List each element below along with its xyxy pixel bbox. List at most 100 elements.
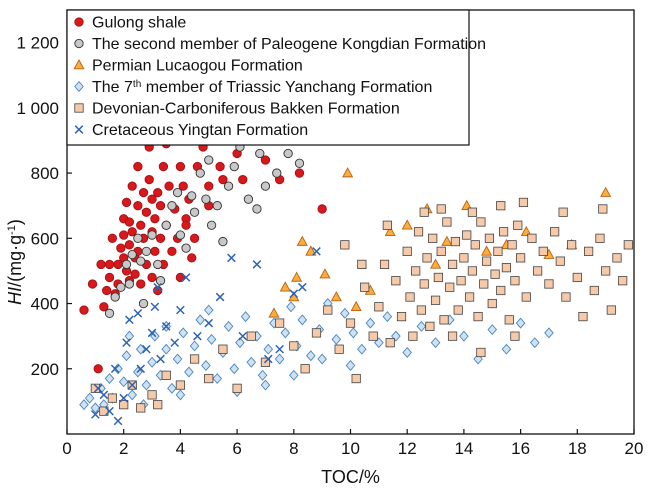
- y-tick-label: 600: [31, 229, 59, 248]
- data-point: [227, 253, 236, 263]
- data-point: [240, 311, 251, 323]
- data-point: [450, 236, 460, 247]
- legend-label: Devonian-Carboniferous Bakken Formation: [92, 101, 400, 118]
- data-point: [382, 311, 393, 323]
- data-point: [419, 207, 429, 217]
- data-point: [141, 207, 152, 217]
- data-point: [402, 246, 412, 256]
- data-point: [507, 240, 517, 250]
- data-point: [317, 204, 327, 214]
- data-point: [515, 317, 526, 329]
- data-point: [268, 307, 280, 318]
- data-point: [147, 356, 157, 368]
- data-point: [334, 344, 344, 354]
- data-point: [481, 256, 492, 266]
- data-point: [600, 186, 612, 197]
- data-point: [136, 279, 146, 289]
- data-point: [501, 343, 512, 355]
- data-point: [235, 337, 245, 349]
- data-point: [125, 315, 134, 325]
- data-point: [467, 207, 478, 217]
- data-point: [113, 363, 123, 375]
- data-point: [127, 227, 137, 237]
- data-point: [118, 376, 129, 388]
- x-tick-label: 16: [511, 439, 530, 458]
- data-point: [206, 220, 217, 230]
- data-point: [300, 364, 310, 374]
- data-point: [175, 389, 186, 401]
- y-tick-label: 1 000: [16, 99, 59, 118]
- data-point: [161, 220, 171, 230]
- data-point: [368, 331, 378, 341]
- data-point: [331, 333, 342, 345]
- legend-marker: [73, 59, 85, 70]
- data-point: [297, 314, 308, 326]
- data-point: [204, 373, 214, 384]
- data-point: [441, 235, 453, 246]
- data-point: [428, 233, 438, 243]
- x-tick-label: 4: [176, 439, 185, 458]
- data-point: [167, 201, 177, 211]
- data-point: [572, 272, 582, 283]
- data-point: [130, 269, 140, 279]
- data-point: [124, 279, 135, 289]
- data-point: [252, 204, 262, 214]
- data-point: [578, 311, 588, 322]
- y-axis-title: HI/(mg·g-1): [5, 219, 25, 305]
- data-point: [291, 271, 303, 282]
- data-point: [107, 233, 118, 243]
- data-point: [189, 207, 200, 217]
- data-point: [170, 338, 180, 348]
- data-point: [294, 168, 305, 178]
- data-point: [350, 300, 362, 312]
- data-point: [453, 305, 463, 315]
- data-point: [215, 292, 225, 302]
- data-point: [416, 305, 426, 315]
- data-point: [204, 155, 214, 165]
- data-point: [204, 318, 214, 328]
- data-point: [479, 279, 489, 289]
- data-point: [153, 282, 163, 292]
- data-point: [462, 230, 472, 240]
- data-point: [229, 363, 240, 375]
- legend-marker: [74, 81, 84, 92]
- data-point: [419, 279, 429, 289]
- data-point: [150, 214, 160, 224]
- legend-marker: [74, 17, 84, 27]
- data-point: [275, 318, 285, 328]
- data-point: [136, 220, 146, 230]
- data-point: [232, 383, 242, 393]
- data-point: [289, 369, 299, 381]
- data-point: [138, 298, 149, 309]
- y-tick-label: 400: [31, 295, 59, 314]
- x-tick-label: 20: [625, 439, 644, 458]
- data-point: [589, 285, 599, 296]
- data-point: [147, 230, 157, 240]
- data-point: [385, 338, 395, 348]
- data-point: [384, 225, 396, 237]
- data-point: [487, 298, 497, 309]
- data-point: [297, 282, 307, 292]
- data-point: [135, 343, 146, 355]
- data-point: [178, 181, 188, 191]
- data-point: [305, 245, 317, 256]
- data-point: [133, 308, 143, 318]
- data-point: [218, 344, 228, 354]
- data-point: [598, 204, 608, 214]
- data-point: [119, 230, 129, 240]
- data-point: [286, 301, 296, 313]
- data-point: [104, 373, 115, 385]
- data-point: [289, 341, 299, 351]
- data-point: [487, 324, 498, 336]
- data-point: [401, 219, 413, 230]
- data-point: [351, 373, 361, 384]
- data-point: [461, 199, 473, 210]
- data-point: [195, 168, 205, 178]
- x-tick-label: 8: [289, 439, 298, 458]
- data-point: [518, 197, 529, 208]
- x-tick-label: 10: [341, 439, 360, 458]
- data-point: [402, 346, 412, 358]
- legend-label: Gulong shale: [92, 15, 186, 32]
- data-point: [311, 328, 322, 338]
- data-point: [357, 259, 367, 270]
